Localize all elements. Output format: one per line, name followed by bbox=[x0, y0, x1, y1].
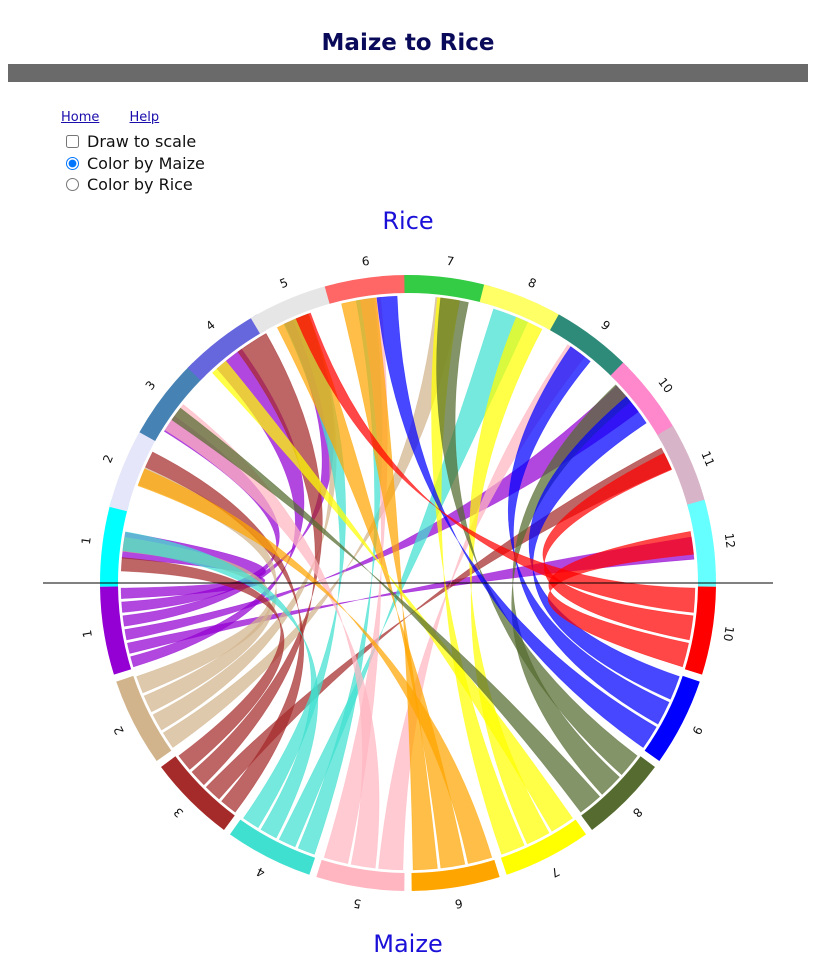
rice-chromosome-label-12: 12 bbox=[722, 532, 738, 549]
maize-chromosome-label-9: 9 bbox=[689, 724, 705, 737]
rice-chromosome-label-4: 4 bbox=[203, 318, 218, 334]
draw-to-scale-checkbox[interactable] bbox=[66, 135, 79, 148]
color-by-maize-label: Color by Maize bbox=[87, 154, 205, 173]
nav-links: Home Help bbox=[61, 110, 185, 125]
rice-chromosome-arc-10[interactable] bbox=[610, 362, 677, 442]
rice-chromosome-arc-9[interactable] bbox=[549, 314, 629, 381]
ribbon-maize-10-rice-12 bbox=[547, 531, 694, 668]
maize-chromosome-arc-1[interactable] bbox=[100, 586, 132, 675]
home-link[interactable]: Home bbox=[61, 110, 100, 125]
ribbon-maize-8-rice-3 bbox=[171, 407, 601, 813]
rice-chromosome-arc-7[interactable] bbox=[404, 275, 492, 304]
chromosome-arcs bbox=[100, 275, 717, 891]
draw-to-scale-option[interactable]: Draw to scale bbox=[64, 132, 196, 151]
ribbon-maize-3-rice-1 bbox=[120, 557, 285, 770]
maize-chromosome-arc-5[interactable] bbox=[316, 859, 405, 891]
rice-chromosome-label-7: 7 bbox=[446, 254, 455, 269]
maize-chromosome-arc-9[interactable] bbox=[644, 675, 700, 762]
rice-chromosome-arc-4[interactable] bbox=[187, 314, 267, 381]
ribbon-maize-10-rice-5 bbox=[295, 312, 696, 613]
maize-chromosome-label-7: 7 bbox=[549, 864, 562, 880]
maize-chromosome-label-3: 3 bbox=[171, 805, 186, 820]
maize-chromosome-label-2: 2 bbox=[111, 724, 127, 737]
rice-chromosome-label-9: 9 bbox=[598, 318, 613, 334]
ribbon-maize-9-rice-10 bbox=[528, 396, 680, 700]
maize-genome-label: Maize bbox=[373, 930, 443, 958]
ribbon-maize-5-rice-3 bbox=[164, 404, 380, 869]
ribbon-maize-5-rice-9 bbox=[378, 344, 586, 871]
rice-chromosome-arc-2[interactable] bbox=[109, 425, 159, 512]
color-by-maize-option[interactable]: Color by Maize bbox=[64, 154, 205, 173]
ribbon-maize-7-rice-4 bbox=[212, 360, 573, 832]
rice-chromosome-label-11: 11 bbox=[698, 449, 717, 468]
color-by-rice-label: Color by Rice bbox=[87, 175, 193, 194]
color-by-rice-radio[interactable] bbox=[66, 178, 79, 191]
color-by-maize-radio[interactable] bbox=[66, 157, 79, 170]
rice-chromosome-arc-3[interactable] bbox=[139, 362, 206, 442]
rice-chromosome-arc-1[interactable] bbox=[100, 499, 129, 587]
rice-chromosome-arc-8[interactable] bbox=[479, 284, 566, 334]
ribbon-maize-4-rice-1 bbox=[122, 531, 319, 839]
ribbon-maize-9-rice-9 bbox=[507, 346, 670, 725]
rice-chromosome-arc-12[interactable] bbox=[687, 499, 717, 587]
rice-chromosome-label-1: 1 bbox=[79, 536, 94, 545]
ribbon-maize-8-rice-7 bbox=[436, 297, 638, 776]
maize-chromosome-arc-6[interactable] bbox=[411, 859, 500, 891]
maize-chromosome-arc-2[interactable] bbox=[116, 675, 172, 762]
page-title: Maize to Rice bbox=[321, 30, 495, 56]
rice-chromosome-arc-6[interactable] bbox=[324, 275, 412, 304]
synteny-ribbons bbox=[120, 295, 696, 871]
maize-chromosome-arc-8[interactable] bbox=[581, 756, 655, 830]
maize-chromosome-arc-7[interactable] bbox=[500, 819, 587, 875]
rice-chromosome-arc-5[interactable] bbox=[250, 284, 337, 334]
draw-to-scale-label: Draw to scale bbox=[87, 132, 197, 151]
maize-chromosome-arc-10[interactable] bbox=[684, 586, 716, 675]
rice-genome-label: Rice bbox=[382, 207, 434, 235]
maize-chromosome-label-1: 1 bbox=[80, 629, 95, 639]
rice-chromosome-arc-11[interactable] bbox=[657, 425, 707, 512]
maize-chromosome-arc-4[interactable] bbox=[229, 819, 316, 875]
help-link[interactable]: Help bbox=[129, 110, 160, 125]
color-by-rice-option[interactable]: Color by Rice bbox=[64, 175, 193, 194]
rice-chromosome-label-5: 5 bbox=[278, 275, 290, 291]
maize-chromosome-label-8: 8 bbox=[630, 805, 645, 820]
ribbon-maize-3-rice-4 bbox=[191, 333, 323, 786]
rice-chromosome-label-10: 10 bbox=[655, 375, 675, 396]
rice-chromosome-label-6: 6 bbox=[361, 254, 370, 269]
rice-chromosome-label-3: 3 bbox=[143, 378, 159, 393]
title-bar bbox=[8, 64, 808, 82]
ribbon-maize-9-rice-6 bbox=[376, 295, 657, 748]
maize-chromosome-arc-3[interactable] bbox=[161, 756, 235, 830]
rice-chromosome-label-8: 8 bbox=[526, 275, 538, 291]
maize-chromosome-label-4: 4 bbox=[254, 864, 267, 880]
maize-chromosome-label-5: 5 bbox=[352, 896, 362, 911]
rice-chromosome-label-2: 2 bbox=[100, 453, 116, 465]
maize-chromosome-label-6: 6 bbox=[454, 896, 464, 911]
maize-chromosome-label-10: 10 bbox=[720, 625, 736, 642]
ribbon-maize-6-rice-2 bbox=[137, 468, 493, 864]
